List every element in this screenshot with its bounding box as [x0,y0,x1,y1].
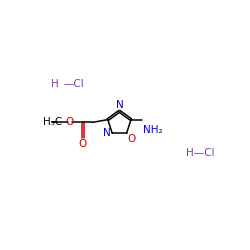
Text: H: H [50,79,58,89]
Text: O: O [66,118,74,128]
Text: —Cl: —Cl [63,79,84,89]
Text: H—Cl: H—Cl [186,148,215,158]
Text: H₃C: H₃C [43,118,62,128]
Text: N: N [103,128,111,138]
Text: O: O [78,139,87,149]
Text: O: O [128,134,136,144]
Text: N: N [116,100,123,110]
Text: NH₂: NH₂ [143,125,162,135]
